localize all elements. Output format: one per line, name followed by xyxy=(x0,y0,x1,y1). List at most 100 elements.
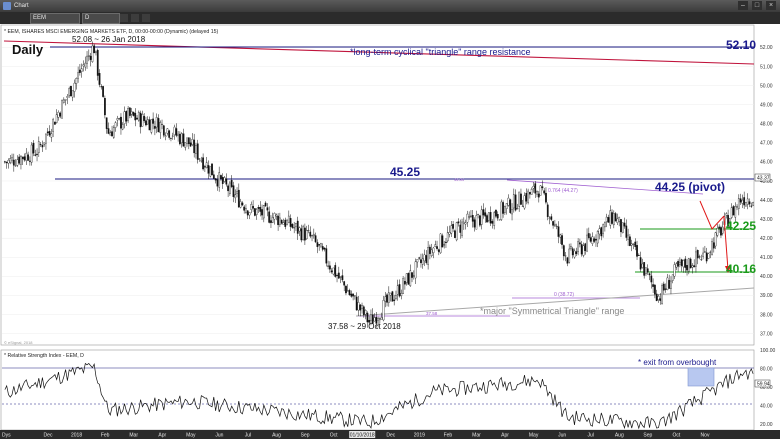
candle-body xyxy=(409,270,412,287)
candle-body xyxy=(557,226,560,237)
candle-body xyxy=(527,190,529,203)
minimize-button[interactable]: – xyxy=(738,1,748,10)
candle-body xyxy=(70,86,72,97)
price-tick-label: 50.00 xyxy=(760,83,773,89)
candle-body xyxy=(327,265,329,267)
candle-body xyxy=(404,281,406,285)
candle-body xyxy=(184,142,187,148)
candle-body xyxy=(105,117,108,129)
candle-body xyxy=(386,294,388,303)
candle-body xyxy=(384,296,387,302)
level-4016-label: 40.16 xyxy=(726,262,756,276)
candle-body xyxy=(491,221,494,224)
candle-body xyxy=(362,306,365,316)
candle-body xyxy=(511,209,513,215)
x-axis-label: Mar xyxy=(129,433,138,439)
candle-body xyxy=(712,242,715,249)
current-price-badge-box xyxy=(754,173,771,182)
candle-body xyxy=(537,193,540,198)
candle-body xyxy=(412,275,415,277)
x-axis-label: Nov xyxy=(701,433,710,439)
candle-body xyxy=(214,178,217,181)
candle-body xyxy=(114,122,117,128)
candle-body xyxy=(198,158,201,160)
candle-body xyxy=(741,199,744,204)
candle-body xyxy=(55,114,58,123)
candle-body xyxy=(745,202,747,207)
candle-body xyxy=(345,285,347,294)
candle-body xyxy=(396,285,399,295)
candle-body xyxy=(343,281,346,286)
candle-body xyxy=(377,318,379,321)
candle-body xyxy=(611,212,613,224)
candle-body xyxy=(318,244,321,246)
candle-body xyxy=(332,267,335,275)
candle-body xyxy=(162,125,165,136)
candle-body xyxy=(59,112,62,117)
candle-body xyxy=(437,249,440,252)
candle-body xyxy=(189,142,192,147)
price-tick-label: 41.00 xyxy=(760,255,773,261)
candle-body xyxy=(457,221,460,224)
price-tick-label: 37.00 xyxy=(760,331,773,337)
candle-body xyxy=(282,222,285,225)
symbol-input[interactable]: EEM xyxy=(30,13,80,24)
candle-body xyxy=(164,135,167,137)
candle-body xyxy=(471,215,474,222)
candle-body xyxy=(196,143,199,160)
candle-body xyxy=(348,290,351,296)
candle-body xyxy=(464,222,467,225)
candle-body xyxy=(237,189,240,208)
title-bar: Chart – □ × xyxy=(0,0,780,12)
candle-body xyxy=(639,257,642,270)
candle-body xyxy=(427,247,429,265)
candle-body xyxy=(591,236,594,244)
candle-body xyxy=(411,272,413,278)
candle-body xyxy=(416,259,419,263)
candle-body xyxy=(254,208,256,216)
candle-body xyxy=(475,215,478,230)
candle-body xyxy=(354,295,356,297)
candle-body xyxy=(207,165,210,174)
candle-body xyxy=(255,209,258,215)
x-axis-label: Feb xyxy=(444,433,453,439)
draw-line-icon[interactable] xyxy=(131,14,139,22)
candle-body xyxy=(143,116,146,121)
crosshair-icon[interactable] xyxy=(120,14,128,22)
candle-body xyxy=(168,130,171,138)
candle-body xyxy=(698,256,701,258)
zoom-icon[interactable] xyxy=(142,14,150,22)
candle-body xyxy=(366,312,369,323)
candle-body xyxy=(293,227,296,229)
price-tick-label: 48.00 xyxy=(760,122,773,128)
candle-body xyxy=(548,217,551,219)
price-tick-label: 39.00 xyxy=(760,293,773,299)
candle-body xyxy=(112,127,115,138)
level-5210-label: 52.10 xyxy=(726,38,756,52)
candle-body xyxy=(496,214,499,219)
candle-body xyxy=(555,225,558,227)
candle-body xyxy=(336,275,338,277)
candle-body xyxy=(14,165,17,167)
period-input[interactable]: D xyxy=(82,13,120,24)
chart-area[interactable]: * EEM, ISHARES MSCI EMERGING MARKETS ETF… xyxy=(0,24,780,439)
candle-body xyxy=(429,246,431,254)
candle-body xyxy=(571,248,574,256)
candle-body xyxy=(434,244,437,247)
timeframe-label: Daily xyxy=(12,42,44,57)
rsi-highlight-box xyxy=(687,367,715,387)
maximize-button[interactable]: □ xyxy=(752,1,762,10)
candle-body xyxy=(405,273,408,283)
price-tick-label: 43.00 xyxy=(760,217,773,223)
close-button[interactable]: × xyxy=(766,1,776,10)
candle-body xyxy=(136,117,138,120)
candle-body xyxy=(500,201,503,220)
candle-body xyxy=(645,267,647,275)
triangle-annotation: *major "Symmetrical Triangle" range xyxy=(480,306,624,316)
candle-body xyxy=(627,234,629,240)
x-axis: Dec 2018 Feb Mar Apr May Jun Jul Aug Sep Oct 01/10/… xyxy=(44,431,710,439)
candle-body xyxy=(466,213,469,223)
candle-body xyxy=(732,206,735,216)
candle-body xyxy=(75,78,78,84)
candle-body xyxy=(637,254,640,256)
